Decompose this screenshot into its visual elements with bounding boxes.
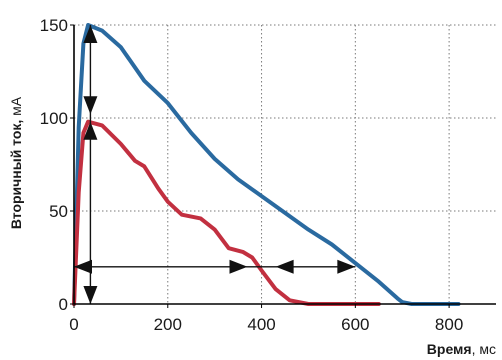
y-tick-label-2: 100 (40, 109, 68, 128)
x-tick-label-1: 200 (154, 315, 182, 334)
x-tick-label-4: 800 (435, 315, 463, 334)
axes (70, 24, 496, 308)
y-tick-label-0: 0 (59, 295, 68, 314)
grid (74, 24, 496, 304)
tick-labels: 0 200 400 600 800 0 50 100 150 (40, 16, 464, 334)
vertical-arrowhead-inner-down (83, 96, 98, 115)
y-tick-label-1: 50 (49, 202, 68, 221)
horizontal-arrowhead-inner-right (229, 259, 248, 274)
x-axis-title-unit: , мс (472, 341, 496, 357)
vertical-arrowhead-top (83, 25, 98, 43)
series-line-0 (72, 23, 461, 306)
vertical-arrowhead-inner-up (83, 121, 98, 140)
y-tick-label-3: 150 (40, 16, 68, 35)
series-layer (72, 23, 461, 306)
series-line-1 (72, 119, 381, 306)
x-tick-label-2: 400 (247, 315, 275, 334)
y-axis-title-main: Вторичный ток, (8, 120, 24, 229)
annotation-layer (74, 25, 356, 304)
horizontal-arrowhead-right (337, 259, 356, 274)
y-axis-title: Вторичный ток, мА (8, 96, 24, 229)
horizontal-arrowhead-inner-left (275, 259, 294, 274)
vertical-arrowhead-bottom (83, 286, 98, 304)
x-tick-label-0: 0 (69, 315, 78, 334)
x-tick-label-3: 600 (341, 315, 369, 334)
horizontal-arrowhead-left (74, 259, 92, 274)
x-axis-title: Время, мс (427, 341, 496, 357)
x-axis-title-main: Время (427, 341, 472, 357)
y-axis-title-unit: мА (8, 96, 24, 120)
